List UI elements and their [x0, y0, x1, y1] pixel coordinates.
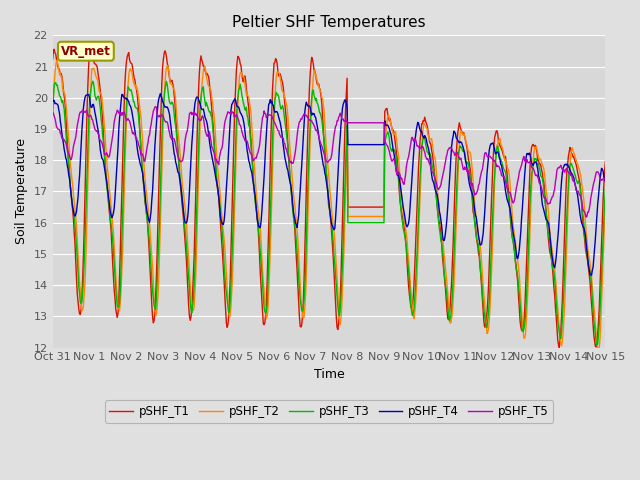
Line: pSHF_T4: pSHF_T4: [52, 94, 605, 275]
Text: VR_met: VR_met: [61, 45, 111, 58]
Line: pSHF_T2: pSHF_T2: [52, 60, 605, 353]
Title: Peltier SHF Temperatures: Peltier SHF Temperatures: [232, 15, 426, 30]
Line: pSHF_T5: pSHF_T5: [52, 107, 605, 217]
X-axis label: Time: Time: [314, 368, 344, 381]
Line: pSHF_T3: pSHF_T3: [52, 81, 605, 345]
Y-axis label: Soil Temperature: Soil Temperature: [15, 138, 28, 244]
Line: pSHF_T1: pSHF_T1: [52, 49, 605, 348]
Legend: pSHF_T1, pSHF_T2, pSHF_T3, pSHF_T4, pSHF_T5: pSHF_T1, pSHF_T2, pSHF_T3, pSHF_T4, pSHF…: [104, 400, 554, 423]
